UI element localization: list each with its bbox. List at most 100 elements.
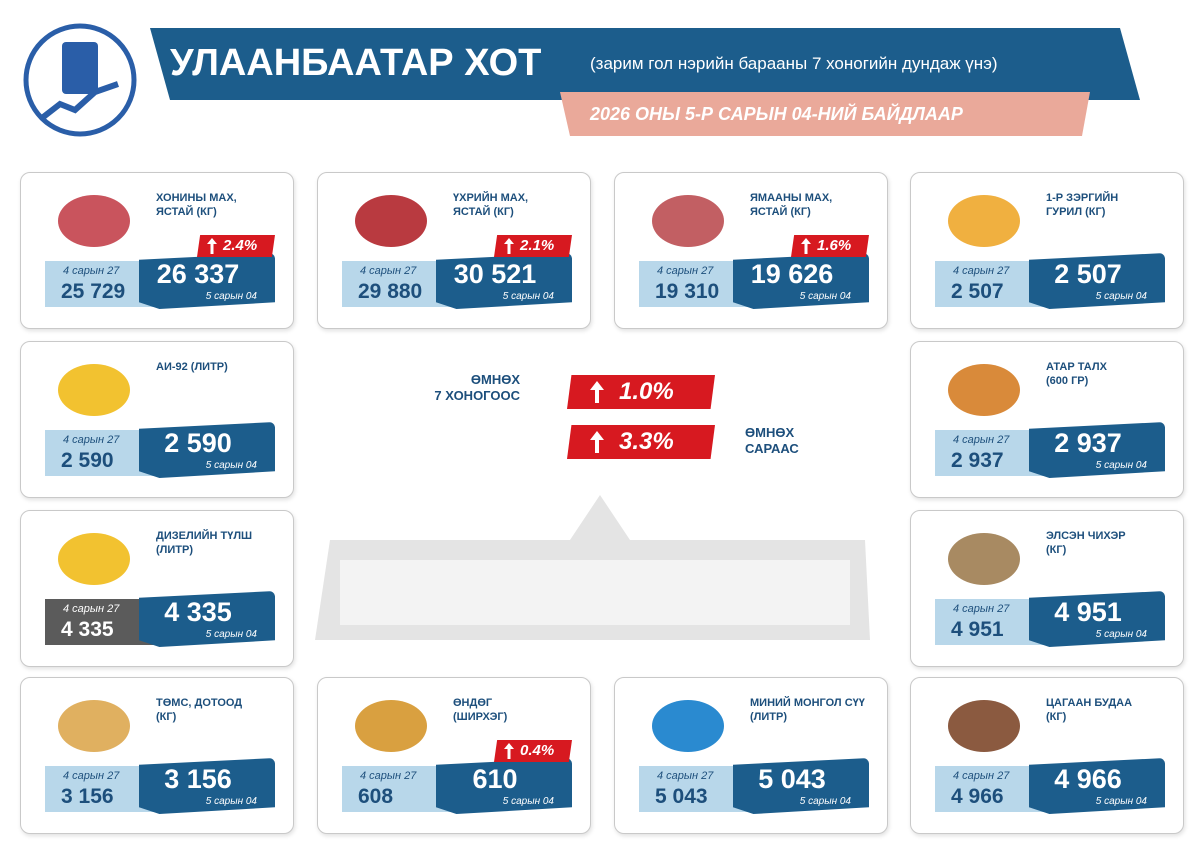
- previous-price-box: 4 сарын 27 2 590: [45, 430, 157, 476]
- price-card: ЦАГААН БУДАА (КГ) 4 сарын 27 4 966 4 966 5 с…: [910, 677, 1184, 834]
- arrow-icon: [590, 381, 604, 403]
- arrow-icon: [801, 238, 811, 254]
- arrow-icon: [590, 431, 604, 453]
- item-icon: [355, 700, 427, 752]
- change-badge: 2.4%: [197, 235, 275, 257]
- previous-date: 4 сарын 27: [953, 265, 1010, 277]
- previous-price-box: 4 сарын 27 19 310: [639, 261, 751, 307]
- current-date: 5 сарын 04: [799, 291, 851, 302]
- item-icon: [58, 533, 130, 585]
- previous-date: 4 сарын 27: [360, 770, 417, 782]
- previous-date: 4 сарын 27: [360, 265, 417, 277]
- item-icon: [948, 700, 1020, 752]
- month-change: 3.3%: [619, 428, 674, 455]
- week-change-badge: 1.0%: [567, 375, 715, 409]
- previous-date: 4 сарын 27: [953, 603, 1010, 615]
- previous-price: 25 729: [61, 280, 126, 303]
- previous-date: 4 сарын 27: [657, 265, 714, 277]
- price-card: АТАР ТАЛХ (600 ГР) 4 сарын 27 2 937 2 937 5 …: [910, 341, 1184, 498]
- previous-price-box: 4 сарын 27 2 937: [935, 430, 1047, 476]
- current-price: 3 156: [164, 764, 232, 794]
- arrow-icon: [207, 238, 217, 254]
- price-card: ӨНДӨГ (ШИРХЭГ) 4 сарын 27 608 610 5 сарын 04…: [317, 677, 591, 834]
- current-price: 2 590: [164, 428, 232, 458]
- current-price-box: 4 966 5 сарын 04: [1029, 758, 1165, 814]
- current-price-box: 4 335 5 сарын 04: [139, 591, 275, 647]
- previous-price: 2 937: [951, 449, 1004, 472]
- change-value: 1.6%: [817, 237, 852, 254]
- current-price-box: 3 156 5 сарын 04: [139, 758, 275, 814]
- previous-price: 4 951: [951, 618, 1004, 641]
- current-price-box: 5 043 5 сарын 04: [733, 758, 869, 814]
- previous-price: 3 156: [61, 785, 114, 808]
- previous-date: 4 сарын 27: [953, 770, 1010, 782]
- previous-date: 4 сарын 27: [63, 434, 120, 446]
- item-name: АИ-92 (ЛИТР): [156, 361, 228, 373]
- previous-date: 4 сарын 27: [657, 770, 714, 782]
- previous-price-box: 4 сарын 27 4 335: [45, 599, 157, 645]
- item-icon: [652, 700, 724, 752]
- title: УЛААНБААТАР ХОТ: [170, 42, 542, 84]
- item-icon: [948, 195, 1020, 247]
- previous-price: 19 310: [655, 280, 720, 303]
- price-card: ТӨМС, ДОТООД (КГ) 4 сарын 27 3 156 3 156 5 с…: [20, 677, 294, 834]
- previous-price: 2 590: [61, 449, 114, 472]
- current-price-box: 610 5 сарын 04: [436, 758, 572, 814]
- item-name: ЭЛСЭН ЧИХЭР (КГ): [1046, 530, 1126, 556]
- current-date: 5 сарын 04: [1095, 291, 1147, 302]
- previous-price: 2 507: [951, 280, 1004, 303]
- previous-price-box: 4 сарын 27 4 966: [935, 766, 1047, 812]
- current-price: 610: [472, 764, 518, 794]
- item-icon: [948, 364, 1020, 416]
- item-icon: [58, 700, 130, 752]
- arrow-icon: [504, 743, 514, 759]
- month-label: ӨМНӨХ САРААС: [745, 425, 799, 456]
- previous-price-box: 4 сарын 27 3 156: [45, 766, 157, 812]
- item-name: ДИЗЕЛИЙН ТҮЛШ (ЛИТР): [156, 530, 253, 556]
- previous-price-box: 4 сарын 27 608: [342, 766, 454, 812]
- month-change-badge: 3.3%: [567, 425, 715, 459]
- previous-price: 4 335: [61, 618, 114, 641]
- previous-date: 4 сарын 27: [63, 770, 120, 782]
- current-date: 5 сарын 04: [1095, 629, 1147, 640]
- change-badge: 0.4%: [494, 740, 572, 762]
- price-card: ЯМААНЫ МАХ, ЯСТАЙ (КГ) 4 сарын 27 19 310 19…: [614, 172, 888, 329]
- current-price-box: 4 951 5 сарын 04: [1029, 591, 1165, 647]
- date: 2026 ОНЫ 5-Р САРЫН 04-НИЙ БАЙДЛААР: [590, 104, 963, 124]
- item-name: МИНИЙ МОНГОЛ СҮҮ (ЛИТР): [750, 697, 865, 723]
- item-name: ТӨМС, ДОТООД (КГ): [156, 697, 243, 723]
- current-date: 5 сарын 04: [205, 291, 257, 302]
- current-date: 5 сарын 04: [205, 796, 257, 807]
- change-value: 2.1%: [520, 237, 555, 254]
- current-price: 5 043: [758, 764, 826, 794]
- item-icon: [58, 364, 130, 416]
- current-price: 2 507: [1054, 259, 1122, 289]
- arrow-icon: [504, 238, 514, 254]
- price-card: АИ-92 (ЛИТР) 4 сарын 27 2 590 2 590 5 сарын …: [20, 341, 294, 498]
- current-price-box: 19 626 5 сарын 04: [733, 253, 869, 309]
- current-date: 5 сарын 04: [1095, 460, 1147, 471]
- change-value: 0.4%: [520, 742, 555, 759]
- item-name: ЯМААНЫ МАХ, ЯСТАЙ (КГ): [750, 192, 833, 218]
- previous-price-box: 4 сарын 27 4 951: [935, 599, 1047, 645]
- price-card: ДИЗЕЛИЙН ТҮЛШ (ЛИТР) 4 сарын 27 4 335 4 335…: [20, 510, 294, 667]
- previous-price: 29 880: [358, 280, 423, 303]
- previous-date: 4 сарын 27: [63, 265, 120, 277]
- price-card: ХОНИНЫ МАХ, ЯСТАЙ (КГ) 4 сарын 27 25 729 26…: [20, 172, 294, 329]
- item-name: АТАР ТАЛХ (600 ГР): [1046, 361, 1107, 387]
- current-date: 5 сарын 04: [205, 460, 257, 471]
- item-name: ӨНДӨГ (ШИРХЭГ): [453, 697, 508, 723]
- current-price: 4 966: [1054, 764, 1122, 794]
- current-price-box: 2 507 5 сарын 04: [1029, 253, 1165, 309]
- item-name: ЦАГААН БУДАА (КГ): [1046, 697, 1133, 723]
- price-card: ҮХРИЙН МАХ, ЯСТАЙ (КГ) 4 сарын 27 29 880 30…: [317, 172, 591, 329]
- item-icon: [355, 195, 427, 247]
- current-price: 30 521: [453, 259, 537, 289]
- change-value: 2.4%: [223, 237, 258, 254]
- item-icon: [58, 195, 130, 247]
- previous-date: 4 сарын 27: [63, 603, 120, 615]
- current-price-box: 2 590 5 сарын 04: [139, 422, 275, 478]
- change-badge: 2.1%: [494, 235, 572, 257]
